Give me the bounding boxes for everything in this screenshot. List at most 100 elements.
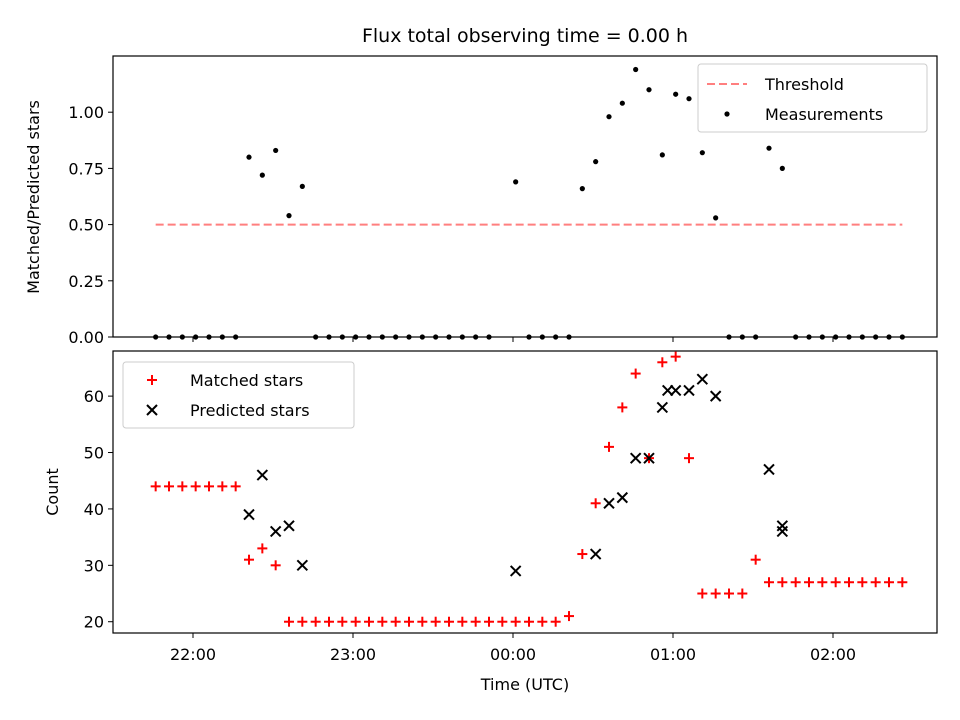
top-legend-box (697, 63, 928, 133)
matched-star-marker (524, 616, 534, 627)
matched-star-marker (377, 616, 388, 627)
measurement-point (606, 114, 612, 120)
top-y-tick-label: 0.50 (68, 216, 104, 235)
predicted-star-marker (243, 508, 255, 521)
matched-star-marker (230, 481, 241, 492)
predicted-star-marker (269, 525, 282, 538)
measurement-point (859, 334, 865, 340)
matched-star-marker (617, 402, 628, 413)
measurement-point (553, 334, 559, 340)
predicted-star-marker (256, 469, 269, 481)
measurement-point (753, 334, 759, 340)
top-frame (112, 55, 938, 338)
matched-star-marker (897, 577, 908, 588)
measurement-point (233, 334, 239, 340)
top-y-tick-label: 1.00 (68, 103, 104, 122)
matched-star-marker (270, 560, 281, 571)
matched-star-marker (484, 616, 494, 627)
matched-star-marker (297, 616, 308, 627)
measurement-point (619, 100, 625, 106)
measurement-point (246, 154, 252, 160)
matched-star-marker (750, 554, 761, 565)
measurement-point (793, 334, 799, 340)
measurement-point (659, 152, 665, 158)
predicted-star-marker (763, 463, 775, 476)
measurement-point (326, 334, 332, 340)
bottom-legend-box (122, 361, 355, 429)
matched-star-marker (364, 616, 374, 627)
predicted-star-marker (296, 559, 309, 572)
matched-star-marker (630, 368, 641, 379)
predicted-star-marker (696, 373, 709, 385)
matched-star-marker (324, 616, 334, 627)
measurement-point (206, 334, 212, 340)
matched-star-marker (390, 616, 401, 627)
matched-star-marker (844, 577, 854, 588)
measurement-point (579, 186, 585, 192)
matched-star-marker (217, 481, 228, 492)
top-y-tick-label: 0.00 (68, 328, 104, 347)
measurement-point (806, 334, 812, 340)
measurement-point (273, 147, 279, 154)
matched-star-marker (257, 543, 268, 554)
bottom-y-tick-label: 40 (84, 500, 104, 519)
measurement-point (846, 334, 852, 340)
matched-star-marker (724, 588, 734, 599)
measurement-point (179, 334, 185, 340)
top-y-tick-label: 0.25 (68, 272, 104, 291)
matched-star-marker (884, 577, 894, 588)
top-legend: Threshold Measurements (697, 63, 928, 133)
measurement-point (446, 334, 452, 340)
measurement-point (899, 334, 905, 340)
matched-star-marker (737, 588, 748, 599)
matched-star-marker (830, 577, 841, 588)
legend-matched-swatch (147, 375, 157, 385)
measurement-point (673, 91, 679, 97)
predicted-star-marker (776, 525, 789, 538)
predicted-star-marker (669, 384, 682, 397)
measurement-point (219, 334, 225, 340)
measurement-point (419, 334, 425, 340)
matched-star-marker (404, 616, 414, 627)
measurement-point (646, 87, 652, 93)
predicted-star-marker (603, 497, 615, 509)
measurement-point (459, 334, 465, 340)
measurement-point (766, 145, 772, 151)
matched-star-marker (537, 616, 548, 627)
predicted-star-marker (629, 452, 642, 464)
matched-star-marker (684, 453, 694, 464)
measurement-point (886, 334, 892, 340)
measurement-point (259, 172, 265, 178)
measurement-point (286, 213, 292, 219)
bottom-x-tick-label: 22:00 (170, 645, 216, 664)
measurement-point (833, 334, 839, 340)
measurement-point (193, 334, 199, 340)
matched-star-marker (710, 588, 721, 599)
measurement-point (699, 150, 705, 156)
matched-star-marker (550, 616, 561, 627)
measurement-point (726, 334, 732, 340)
bottom-x-tick-label: 01:00 (650, 645, 696, 664)
matched-star-marker (497, 616, 508, 627)
measurement-point (633, 66, 639, 73)
measurement-point (379, 334, 385, 340)
matched-star-marker (164, 481, 174, 492)
predicted-star-marker (509, 565, 522, 577)
matched-star-marker (657, 357, 668, 368)
bottom-y-tick-label: 50 (84, 444, 104, 463)
matched-star-marker (670, 351, 681, 362)
matched-star-marker (150, 481, 161, 492)
measurement-point (526, 334, 532, 340)
measurement-point (486, 334, 492, 340)
measurement-point (433, 334, 439, 340)
bottom-x-tick-label: 23:00 (330, 645, 376, 664)
matched-star-marker (284, 616, 294, 627)
matched-star-marker (564, 611, 574, 622)
measurement-point (819, 334, 825, 340)
matched-star-marker (417, 616, 428, 627)
measurement-point (299, 183, 305, 189)
predicted-star-marker (616, 491, 629, 504)
matched-star-marker (350, 616, 361, 627)
measurement-point (393, 334, 399, 340)
